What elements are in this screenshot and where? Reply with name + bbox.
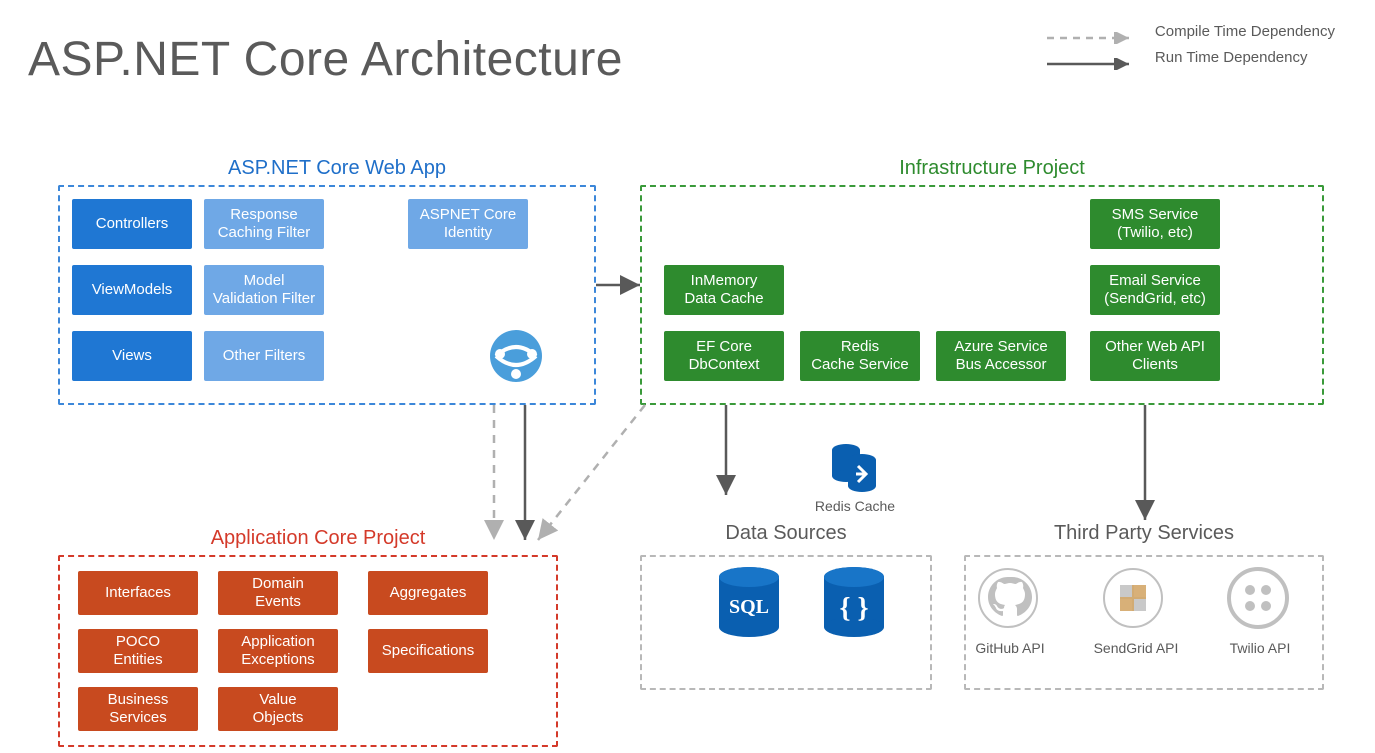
core-box: POCO Entities <box>78 629 198 673</box>
sendgrid-icon <box>1102 567 1164 629</box>
infra-box: SMS Service (Twilio, etc) <box>1090 199 1220 249</box>
svg-text:SQL: SQL <box>729 596 769 618</box>
core-box: Specifications <box>368 629 488 673</box>
core-box: Application Exceptions <box>218 629 338 673</box>
github-icon <box>977 567 1039 629</box>
webapp-box: Controllers <box>72 199 192 249</box>
thirdparty-title: Third Party Services <box>964 522 1324 545</box>
network-icon <box>486 326 546 386</box>
core-box: Business Services <box>78 687 198 731</box>
infra-box: Other Web API Clients <box>1090 331 1220 381</box>
core-box: Interfaces <box>78 571 198 615</box>
legend: Compile Time Dependency Run Time Depende… <box>1047 18 1335 70</box>
core-box: Aggregates <box>368 571 488 615</box>
infra-box: Redis Cache Service <box>800 331 920 381</box>
page-title: ASP.NET Core Architecture <box>28 32 623 87</box>
github-label: GitHub API <box>965 640 1055 656</box>
infra-box: InMemory Data Cache <box>664 265 784 315</box>
legend-compile-row: Compile Time Dependency <box>1047 18 1335 44</box>
legend-runtime-label: Run Time Dependency <box>1155 49 1308 66</box>
infra-title: Infrastructure Project <box>652 157 1332 180</box>
redis-cache-label: Redis Cache <box>810 498 900 514</box>
twilio-icon <box>1227 567 1289 629</box>
webapp-box: Response Caching Filter <box>204 199 324 249</box>
legend-solid-line <box>1047 57 1137 58</box>
legend-dashed-line <box>1047 31 1137 32</box>
infra-box: EF Core DbContext <box>664 331 784 381</box>
sendgrid-label: SendGrid API <box>1088 640 1184 656</box>
core-box: Domain Events <box>218 571 338 615</box>
webapp-box: ViewModels <box>72 265 192 315</box>
infra-box: Email Service (SendGrid, etc) <box>1090 265 1220 315</box>
infra-box: Azure Service Bus Accessor <box>936 331 1066 381</box>
datasources-title: Data Sources <box>640 522 932 545</box>
webapp-box: Other Filters <box>204 331 324 381</box>
core-title: Application Core Project <box>70 527 566 550</box>
svg-text:{ }: { } <box>839 593 868 624</box>
webapp-box: Views <box>72 331 192 381</box>
webapp-box: ASPNET Core Identity <box>408 199 528 249</box>
core-box: Value Objects <box>218 687 338 731</box>
webapp-box: Model Validation Filter <box>204 265 324 315</box>
sql-database-icon: SQL <box>713 565 785 641</box>
twilio-label: Twilio API <box>1215 640 1305 656</box>
legend-compile-label: Compile Time Dependency <box>1155 23 1335 40</box>
webapp-title: ASP.NET Core Web App <box>70 157 604 180</box>
cosmos-database-icon: { } <box>818 565 890 641</box>
legend-runtime-row: Run Time Dependency <box>1047 44 1335 70</box>
redis-cache-icon <box>826 438 882 494</box>
